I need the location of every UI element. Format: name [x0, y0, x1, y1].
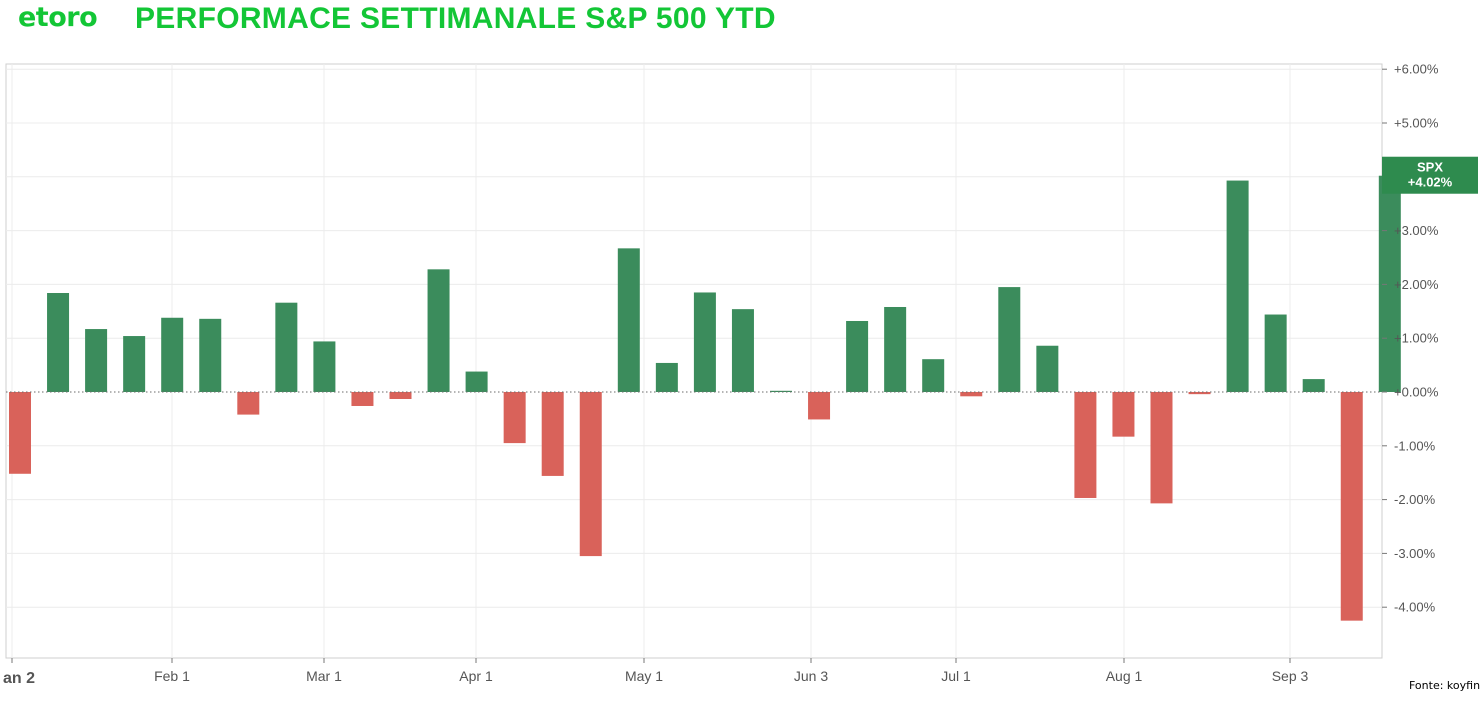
x-tick-label: Aug 1 [1106, 668, 1143, 684]
y-tick-label: -2.00% [1394, 492, 1436, 507]
bar [199, 318, 222, 392]
x-tick-label: May 1 [625, 668, 663, 684]
bar [1036, 345, 1059, 392]
bar [617, 248, 640, 392]
x-tick-label: Apr 1 [459, 668, 493, 684]
bar [85, 329, 108, 392]
bar [237, 392, 260, 415]
bar [579, 392, 602, 557]
bar [503, 392, 526, 444]
bar [998, 287, 1021, 392]
bar [1340, 392, 1363, 621]
etoro-logo: etoro [18, 2, 98, 33]
bar [1074, 392, 1097, 498]
bar [1264, 314, 1287, 392]
badge-symbol: SPX [1417, 160, 1443, 175]
bar [389, 392, 412, 399]
bar [351, 392, 374, 406]
x-tick-label: Jun 3 [794, 668, 828, 684]
x-tick-label: Jul 1 [941, 668, 971, 684]
y-tick-label: -1.00% [1394, 438, 1436, 453]
x-tick-label: an 2 [3, 670, 35, 687]
bar [9, 392, 31, 474]
bar [47, 293, 70, 392]
bar [1226, 180, 1249, 392]
y-tick-label: +0.00% [1394, 385, 1439, 400]
bars [6, 175, 1401, 621]
bar [846, 320, 869, 392]
bar [161, 317, 184, 392]
axes: +6.00%+5.00%+4.00%+3.00%+2.00%+1.00%+0.0… [3, 62, 1439, 687]
x-tick-label: Sep 3 [1272, 668, 1309, 684]
bar [465, 371, 488, 392]
bar [123, 336, 146, 392]
bar [427, 269, 450, 392]
bar [770, 390, 792, 392]
bar [693, 292, 716, 392]
y-tick-label: +3.00% [1394, 223, 1439, 238]
bar [960, 392, 983, 397]
bar [1302, 379, 1325, 392]
y-tick-label: +6.00% [1394, 62, 1439, 77]
y-tick-label: +2.00% [1394, 277, 1439, 292]
bar [1150, 392, 1173, 504]
y-tick-label: -4.00% [1394, 600, 1436, 615]
chart-title: PERFORMACE SETTIMANALE S&P 500 YTD [135, 2, 776, 35]
bar [731, 309, 754, 392]
y-tick-label: +1.00% [1394, 331, 1439, 346]
source-note: Fonte: koyfin [1409, 679, 1481, 692]
badge-value: +4.02% [1408, 175, 1453, 190]
x-tick-label: Mar 1 [306, 668, 342, 684]
bar [1112, 392, 1135, 437]
bar [655, 362, 678, 392]
y-tick-label: -3.00% [1394, 546, 1436, 561]
y-tick-label: +5.00% [1394, 116, 1439, 131]
badge-background [1382, 156, 1478, 194]
bar [922, 359, 945, 392]
bar [1188, 392, 1211, 395]
bar [884, 306, 907, 392]
x-tick-label: Feb 1 [154, 668, 190, 684]
bar [275, 302, 298, 392]
last-value-badge: SPX+4.02% [1382, 156, 1478, 194]
bar [541, 392, 564, 476]
bar [313, 341, 336, 392]
bar [808, 392, 831, 420]
